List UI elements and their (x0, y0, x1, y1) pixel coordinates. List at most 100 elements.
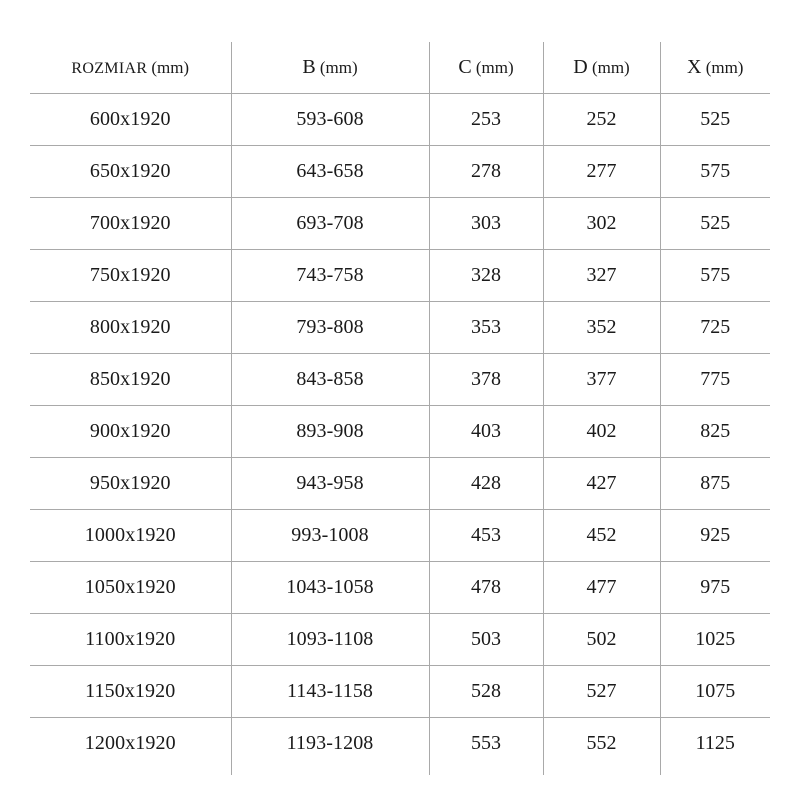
column-header-label-b: B (302, 56, 316, 78)
cell-b: 843-858 (231, 353, 430, 406)
cell-d: 352 (543, 301, 661, 354)
cell-d: 552 (543, 717, 661, 769)
cell-d: 452 (543, 509, 661, 562)
cell-rozmiar: 950x1920 (30, 457, 232, 510)
cell-d: 302 (543, 197, 661, 250)
cell-x: 575 (660, 249, 770, 302)
cell-rozmiar: 1200x1920 (30, 717, 232, 769)
cell-c: 378 (429, 353, 544, 406)
cell-c: 528 (429, 665, 544, 718)
cell-rozmiar: 750x1920 (30, 249, 232, 302)
cell-c: 278 (429, 145, 544, 198)
table-row: 1000x1920 993-1008 453 452 925 (30, 509, 770, 562)
cell-x: 1025 (660, 613, 770, 666)
cell-b: 943-958 (231, 457, 430, 510)
cell-b: 693-708 (231, 197, 430, 250)
column-divider-4 (660, 42, 661, 775)
column-header-label-d: D (573, 56, 588, 78)
column-header-unit-c: (mm) (475, 58, 514, 77)
table-row: 750x1920 743-758 328 327 575 (30, 249, 770, 302)
cell-b: 1043-1058 (231, 561, 430, 614)
cell-b: 993-1008 (231, 509, 430, 562)
cell-x: 925 (660, 509, 770, 562)
cell-d: 427 (543, 457, 661, 510)
cell-x: 1075 (660, 665, 770, 718)
cell-c: 453 (429, 509, 544, 562)
column-divider-2 (429, 42, 430, 775)
cell-rozmiar: 650x1920 (30, 145, 232, 198)
cell-rozmiar: 900x1920 (30, 405, 232, 458)
cell-d: 377 (543, 353, 661, 406)
cell-c: 403 (429, 405, 544, 458)
cell-rozmiar: 1000x1920 (30, 509, 232, 562)
cell-x: 825 (660, 405, 770, 458)
cell-rozmiar: 850x1920 (30, 353, 232, 406)
column-header-c: C (mm) (429, 42, 544, 94)
cell-b: 1193-1208 (231, 717, 430, 769)
cell-x: 975 (660, 561, 770, 614)
table-row: 1100x1920 1093-1108 503 502 1025 (30, 613, 770, 666)
cell-rozmiar: 700x1920 (30, 197, 232, 250)
cell-b: 1143-1158 (231, 665, 430, 718)
table-row: 1050x1920 1043-1058 478 477 975 (30, 561, 770, 614)
cell-rozmiar: 600x1920 (30, 93, 232, 146)
cell-d: 402 (543, 405, 661, 458)
table-row: 1200x1920 1193-1208 553 552 1125 (30, 717, 770, 769)
column-header-label-rozmiar: ROZMIAR (71, 60, 148, 77)
cell-c: 553 (429, 717, 544, 769)
column-header-b: B (mm) (231, 42, 430, 94)
table-row: 850x1920 843-858 378 377 775 (30, 353, 770, 406)
table-row: 800x1920 793-808 353 352 725 (30, 301, 770, 354)
column-header-unit-b: (mm) (319, 58, 358, 77)
cell-b: 793-808 (231, 301, 430, 354)
table-row: 900x1920 893-908 403 402 825 (30, 405, 770, 458)
cell-c: 503 (429, 613, 544, 666)
cell-d: 277 (543, 145, 661, 198)
cell-rozmiar: 800x1920 (30, 301, 232, 354)
cell-c: 428 (429, 457, 544, 510)
table-row: 700x1920 693-708 303 302 525 (30, 197, 770, 250)
cell-c: 328 (429, 249, 544, 302)
cell-b: 1093-1108 (231, 613, 430, 666)
cell-d: 327 (543, 249, 661, 302)
cell-rozmiar: 1050x1920 (30, 561, 232, 614)
cell-rozmiar: 1150x1920 (30, 665, 232, 718)
cell-c: 478 (429, 561, 544, 614)
table-header-row: ROZMIAR (mm) B (mm) C (mm) D (mm) X (mm) (30, 42, 770, 94)
cell-c: 353 (429, 301, 544, 354)
cell-rozmiar: 1100x1920 (30, 613, 232, 666)
cell-b: 643-658 (231, 145, 430, 198)
table-header: ROZMIAR (mm) B (mm) C (mm) D (mm) X (mm) (30, 42, 770, 94)
column-header-x: X (mm) (660, 42, 770, 94)
cell-x: 775 (660, 353, 770, 406)
column-divider-3 (543, 42, 544, 775)
table-body: 600x1920 593-608 253 252 525 650x1920 643-658 2… (30, 93, 770, 769)
spec-table-container: ROZMIAR (mm) B (mm) C (mm) D (mm) X (mm) 600… (30, 42, 770, 775)
column-header-unit-x: (mm) (705, 58, 744, 77)
column-header-rozmiar: ROZMIAR (mm) (30, 42, 232, 94)
cell-x: 575 (660, 145, 770, 198)
cell-c: 253 (429, 93, 544, 146)
table-row: 650x1920 643-658 278 277 575 (30, 145, 770, 198)
cell-b: 893-908 (231, 405, 430, 458)
cell-x: 1125 (695, 732, 735, 754)
cell-d: 252 (543, 93, 661, 146)
table-row: 600x1920 593-608 253 252 525 (30, 93, 770, 146)
column-header-d: D (mm) (543, 42, 661, 94)
cell-x: 525 (660, 93, 770, 146)
column-header-unit-d: (mm) (591, 58, 630, 77)
dimensions-table: ROZMIAR (mm) B (mm) C (mm) D (mm) X (mm) 600… (30, 42, 770, 769)
cell-c: 303 (429, 197, 544, 250)
column-divider-1 (231, 42, 232, 775)
cell-x: 725 (660, 301, 770, 354)
column-header-unit-rozmiar: (mm) (151, 58, 190, 77)
table-row: 950x1920 943-958 428 427 875 (30, 457, 770, 510)
cell-x: 875 (660, 457, 770, 510)
table-row: 1150x1920 1143-1158 528 527 1075 (30, 665, 770, 718)
cell-d: 527 (543, 665, 661, 718)
cell-d: 502 (543, 613, 661, 666)
column-header-label-c: C (458, 56, 472, 78)
column-header-label-x: X (687, 56, 702, 78)
cell-b: 743-758 (231, 249, 430, 302)
cell-b: 593-608 (231, 93, 430, 146)
